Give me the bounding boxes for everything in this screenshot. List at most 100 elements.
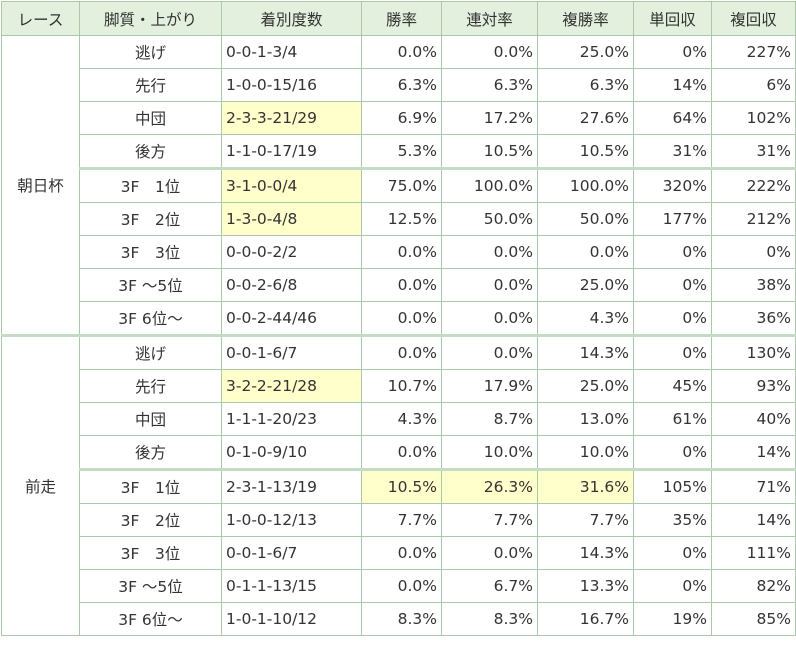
race-cell: 朝日杯 [1,35,80,336]
place-rate-cell: 14.3% [537,536,634,570]
win-rate-cell: 8.3% [361,602,442,636]
quinella-rate-cell: 8.7% [441,402,538,436]
win-return-cell: 64% [633,101,712,135]
win-rate-cell: 4.3% [361,402,442,436]
record-cell: 2-3-1-13/19 [221,468,362,504]
place-return-cell: 14% [711,503,796,537]
table-row: 3F 3位 0-0-0-2/2 0.0% 0.0% 0.0% 0% 0% [2,235,796,269]
style-cell: 3F ～5位 [79,268,222,302]
win-return-cell: 0% [633,268,712,302]
place-return-cell: 31% [711,134,796,169]
style-cell: 3F 2位 [79,503,222,537]
stats-table: レース 脚質・上がり 着別度数 勝率 連対率 複勝率 単回収 複回収 朝日杯 逃… [1,1,796,636]
record-cell: 0-1-1-13/15 [221,569,362,603]
style-cell: 3F 3位 [79,235,222,269]
place-rate-cell: 10.5% [537,134,634,169]
win-return-cell: 0% [633,35,712,69]
win-rate-cell: 10.5% [361,468,442,504]
style-cell: 3F 2位 [79,202,222,236]
place-rate-cell: 25.0% [537,35,634,69]
table-row: 中団 1-1-1-20/23 4.3% 8.7% 13.0% 61% 40% [2,402,796,436]
header-record: 着別度数 [221,1,362,36]
quinella-rate-cell: 0.0% [441,35,538,69]
place-rate-cell: 100.0% [537,167,634,203]
place-rate-cell: 31.6% [537,468,634,504]
record-cell: 0-0-2-6/8 [221,268,362,302]
style-cell: 3F 1位 [79,167,222,203]
style-cell: 3F 3位 [79,536,222,570]
place-rate-cell: 25.0% [537,268,634,302]
style-cell: 中団 [79,101,222,135]
place-rate-cell: 13.3% [537,569,634,603]
style-cell: 先行 [79,369,222,403]
place-return-cell: 38% [711,268,796,302]
record-cell: 2-3-3-21/29 [221,101,362,135]
place-rate-cell: 10.0% [537,435,634,470]
style-cell: 3F ～5位 [79,569,222,603]
table-row: 3F 1位 3-1-0-0/4 75.0% 100.0% 100.0% 320%… [2,167,796,203]
win-return-cell: 35% [633,503,712,537]
table-row: 後方 0-1-0-9/10 0.0% 10.0% 10.0% 0% 14% [2,435,796,470]
style-cell: 後方 [79,134,222,169]
record-cell: 1-1-0-17/19 [221,134,362,169]
place-return-cell: 85% [711,602,796,636]
win-return-cell: 45% [633,369,712,403]
win-rate-cell: 10.7% [361,369,442,403]
win-return-cell: 0% [633,334,712,370]
place-return-cell: 212% [711,202,796,236]
place-rate-cell: 14.3% [537,334,634,370]
header-place-rate: 複勝率 [537,1,634,36]
table-row: 3F 2位 1-3-0-4/8 12.5% 50.0% 50.0% 177% 2… [2,202,796,236]
win-rate-cell: 0.0% [361,268,442,302]
header-row: レース 脚質・上がり 着別度数 勝率 連対率 複勝率 単回収 複回収 [1,1,796,36]
record-cell: 3-2-2-21/28 [221,369,362,403]
header-place-return: 複回収 [711,1,796,36]
win-return-cell: 61% [633,402,712,436]
win-rate-cell: 7.7% [361,503,442,537]
place-return-cell: 14% [711,435,796,470]
win-rate-cell: 0.0% [361,334,442,370]
quinella-rate-cell: 17.2% [441,101,538,135]
place-return-cell: 130% [711,334,796,370]
place-rate-cell: 13.0% [537,402,634,436]
place-return-cell: 227% [711,35,796,69]
table-row: 3F 2位 1-0-0-12/13 7.7% 7.7% 7.7% 35% 14% [2,503,796,537]
style-cell: 3F 6位～ [79,602,222,636]
win-rate-cell: 5.3% [361,134,442,169]
win-rate-cell: 0.0% [361,536,442,570]
record-cell: 1-0-0-12/13 [221,503,362,537]
place-return-cell: 0% [711,235,796,269]
record-cell: 0-0-0-2/2 [221,235,362,269]
record-cell: 1-1-1-20/23 [221,402,362,436]
style-cell: 3F 6位～ [79,301,222,336]
win-return-cell: 14% [633,68,712,102]
place-rate-cell: 4.3% [537,301,634,336]
quinella-rate-cell: 10.0% [441,435,538,470]
place-rate-cell: 27.6% [537,101,634,135]
place-rate-cell: 7.7% [537,503,634,537]
table-row: 前走 逃げ 0-0-1-6/7 0.0% 0.0% 14.3% 0% 130% [1,334,796,636]
table-row: 先行 1-0-0-15/16 6.3% 6.3% 6.3% 14% 6% [2,68,796,102]
place-rate-cell: 16.7% [537,602,634,636]
win-return-cell: 177% [633,202,712,236]
win-rate-cell: 0.0% [361,435,442,470]
win-rate-cell: 0.0% [361,235,442,269]
quinella-rate-cell: 0.0% [441,268,538,302]
quinella-rate-cell: 0.0% [441,334,538,370]
place-return-cell: 82% [711,569,796,603]
place-return-cell: 71% [711,468,796,504]
record-cell: 1-3-0-4/8 [221,202,362,236]
header-quinella-rate: 連対率 [441,1,538,36]
place-rate-cell: 50.0% [537,202,634,236]
quinella-rate-cell: 50.0% [441,202,538,236]
quinella-rate-cell: 0.0% [441,235,538,269]
style-cell: 中団 [79,402,222,436]
record-cell: 0-0-2-44/46 [221,301,362,336]
quinella-rate-cell: 6.7% [441,569,538,603]
record-cell: 3-1-0-0/4 [221,167,362,203]
win-return-cell: 0% [633,536,712,570]
quinella-rate-cell: 17.9% [441,369,538,403]
table-row: 3F ～5位 0-0-2-6/8 0.0% 0.0% 25.0% 0% 38% [2,268,796,302]
table-row: 3F ～5位 0-1-1-13/15 0.0% 6.7% 13.3% 0% 82… [2,569,796,603]
quinella-rate-cell: 10.5% [441,134,538,169]
